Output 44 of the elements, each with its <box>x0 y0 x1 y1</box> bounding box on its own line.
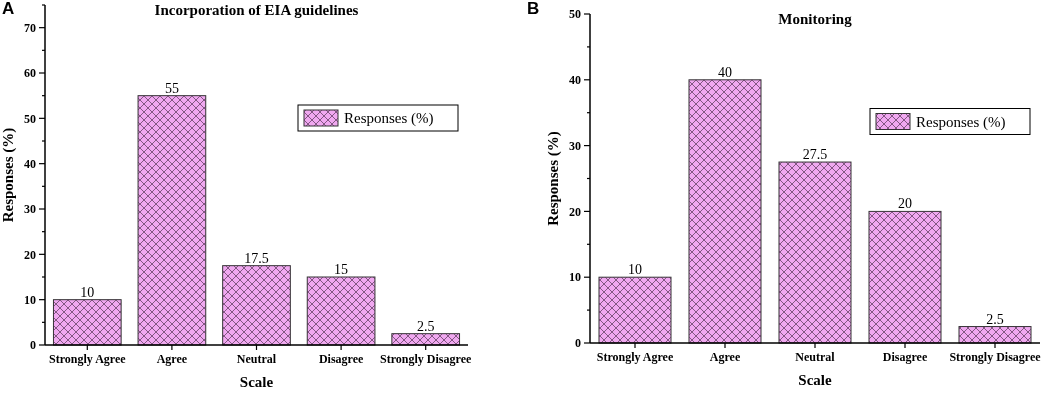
x-tick-label: Agree <box>709 350 741 364</box>
y-tick-label: 40 <box>24 156 36 171</box>
data-label: 17.5 <box>244 250 269 266</box>
y-tick-label: 10 <box>569 270 581 285</box>
y-tick-label: 0 <box>575 336 581 351</box>
data-label: 2.5 <box>986 311 1004 327</box>
data-label: 20 <box>898 196 912 212</box>
y-tick-label: 20 <box>24 247 36 262</box>
x-tick-label: Strongly Disagree <box>949 350 1042 364</box>
data-label: 15 <box>334 262 349 277</box>
text: A <box>2 0 15 18</box>
y-tick-label: 50 <box>24 111 36 126</box>
chart-title: Incorporation of EIA guidelines <box>154 2 359 18</box>
x-tick-label: Agree <box>156 352 188 366</box>
x-axis-title: Scale <box>798 372 832 388</box>
y-axis-title: Responses (%) <box>545 131 562 226</box>
legend-label: Responses (%) <box>916 113 1006 131</box>
x-tick-label: Strongly Disagree <box>380 352 472 366</box>
y-axis-title: Responses (%) <box>0 127 17 223</box>
x-tick-label: Disagree <box>318 352 364 366</box>
data-label: 27.5 <box>802 147 828 163</box>
y-tick-label: 0 <box>30 338 36 353</box>
x-tick-label: Disagree <box>882 350 928 364</box>
x-tick-label: Strongly Agree <box>596 350 674 364</box>
y-tick-label: 40 <box>569 73 581 87</box>
data-label: 2.5 <box>416 318 435 334</box>
y-tick-label: 10 <box>24 292 36 307</box>
y-tick-label: 70 <box>24 20 36 35</box>
y-tick-label: 50 <box>569 7 581 22</box>
data-label: 10 <box>628 262 642 278</box>
x-tick-label: Neutral <box>795 350 836 364</box>
x-tick-label: Strongly Agree <box>49 352 127 366</box>
data-label: 40 <box>718 64 732 80</box>
y-tick-label: 60 <box>24 66 36 81</box>
data-label: 55 <box>164 80 179 96</box>
text: B <box>527 0 540 18</box>
x-axis-title: Scale <box>239 374 274 390</box>
x-tick-label: Neutral <box>236 352 277 366</box>
y-tick-label: 30 <box>569 138 581 153</box>
chart-title: Monitoring <box>778 11 853 27</box>
y-tick-label: 20 <box>569 204 581 219</box>
legend-label: Responses (%) <box>344 110 434 127</box>
y-tick-label: 30 <box>24 202 36 217</box>
data-label: 10 <box>80 284 95 300</box>
